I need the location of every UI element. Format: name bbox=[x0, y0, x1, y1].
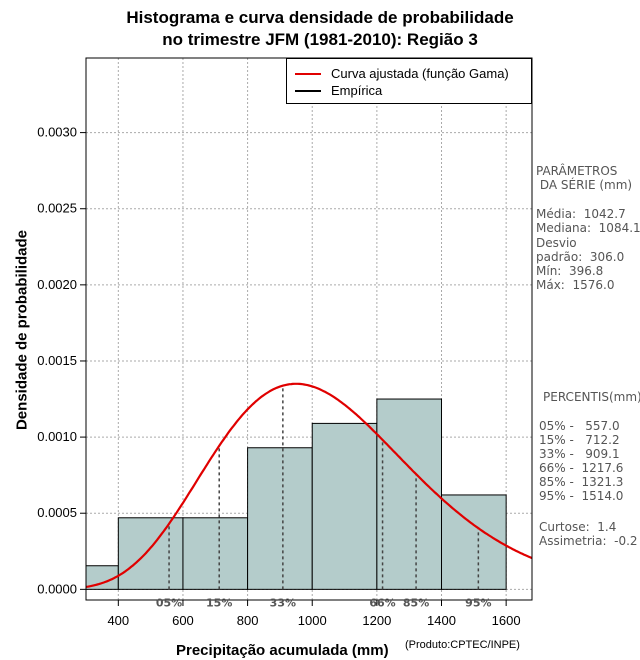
params-title-1: PARÂMETROS bbox=[536, 164, 618, 178]
y-tick-label: 0.0015 bbox=[37, 353, 77, 368]
histogram-bar bbox=[247, 447, 313, 590]
chart-title-line1: Histograma e curva densidade de probabil… bbox=[126, 8, 514, 27]
percentil-85: 85% - 1321.3 bbox=[539, 475, 624, 489]
y-tick-label: 0.0000 bbox=[37, 581, 77, 596]
histogram-bar bbox=[376, 398, 443, 590]
param-median: Mediana: 1084.1 bbox=[536, 221, 640, 235]
axes: 400 600 800 1000 1200 1400 1600 0.0000 0.0005 0.0… bbox=[37, 125, 520, 628]
legend-empirical-swatch bbox=[295, 89, 321, 92]
histogram-bar bbox=[441, 494, 507, 590]
percentile-label: 85% bbox=[403, 596, 429, 609]
legend-fitted-swatch bbox=[295, 72, 321, 75]
legend: Curva ajustada (função Gama) Empírica bbox=[286, 58, 532, 104]
percentile-label: 33% bbox=[270, 596, 296, 609]
histogram-bars bbox=[85, 398, 507, 590]
params-title-2: DA SÉRIE (mm) bbox=[536, 178, 633, 192]
credit-text: (Produto:CPTEC/INPE) bbox=[405, 639, 520, 651]
y-tick-label: 0.0030 bbox=[37, 125, 77, 140]
legend-item-empirical: Empírica bbox=[295, 83, 382, 98]
fitted-gamma-curve bbox=[85, 382, 533, 588]
x-axis-label: Precipitação acumulada (mm) bbox=[176, 642, 389, 659]
stat-skewness: Assimetria: -0.2 bbox=[539, 534, 638, 548]
x-tick-label: 1000 bbox=[298, 613, 327, 628]
percentil-95: 95% - 1514.0 bbox=[539, 489, 624, 503]
y-tick-label: 0.0010 bbox=[37, 429, 77, 444]
percentile-lines bbox=[168, 385, 480, 590]
histogram-bar bbox=[311, 422, 378, 590]
percentis-title: PERCENTIS(mm) bbox=[543, 390, 640, 404]
stat-kurtosis: Curtose: 1.4 bbox=[539, 520, 617, 534]
x-tick-label: 800 bbox=[237, 613, 259, 628]
legend-item-fitted: Curva ajustada (função Gama) bbox=[295, 66, 509, 81]
param-max: Máx: 1576.0 bbox=[536, 278, 615, 292]
x-tick-label: 1200 bbox=[362, 613, 391, 628]
chart-title-line2: no trimestre JFM (1981-2010): Região 3 bbox=[162, 30, 478, 49]
percentil-33: 33% - 909.1 bbox=[539, 447, 620, 461]
y-axis-label: Densidade de probabilidade bbox=[13, 229, 31, 431]
histogram-bar bbox=[182, 517, 249, 590]
y-tick-label: 0.0025 bbox=[37, 201, 77, 216]
histogram-bar bbox=[117, 517, 184, 590]
x-tick-label: 1400 bbox=[427, 613, 456, 628]
param-min: Mín: 396.8 bbox=[536, 264, 604, 278]
percentil-15: 15% - 712.2 bbox=[539, 433, 620, 447]
y-tick-label: 0.0020 bbox=[37, 277, 77, 292]
legend-empirical-label: Empírica bbox=[331, 83, 383, 98]
x-tick-label: 400 bbox=[107, 613, 129, 628]
percentil-66: 66% - 1217.6 bbox=[539, 461, 624, 475]
percentile-label: 66% bbox=[369, 596, 395, 609]
percentile-label: 95% bbox=[465, 596, 491, 609]
param-stddev-1: Desvio bbox=[536, 236, 577, 250]
param-stddev-2: padrão: 306.0 bbox=[536, 250, 625, 264]
x-tick-label: 600 bbox=[172, 613, 194, 628]
param-mean: Média: 1042.7 bbox=[536, 207, 626, 221]
legend-fitted-label: Curva ajustada (função Gama) bbox=[331, 66, 509, 81]
percentile-label: 15% bbox=[206, 596, 232, 609]
y-tick-label: 0.0005 bbox=[37, 505, 77, 520]
percentile-labels: 05% 15% 33% 66% 85% 95% bbox=[156, 596, 492, 609]
x-tick-label: 1600 bbox=[492, 613, 521, 628]
percentile-label: 05% bbox=[156, 596, 182, 609]
percentil-05: 05% - 557.0 bbox=[539, 419, 620, 433]
